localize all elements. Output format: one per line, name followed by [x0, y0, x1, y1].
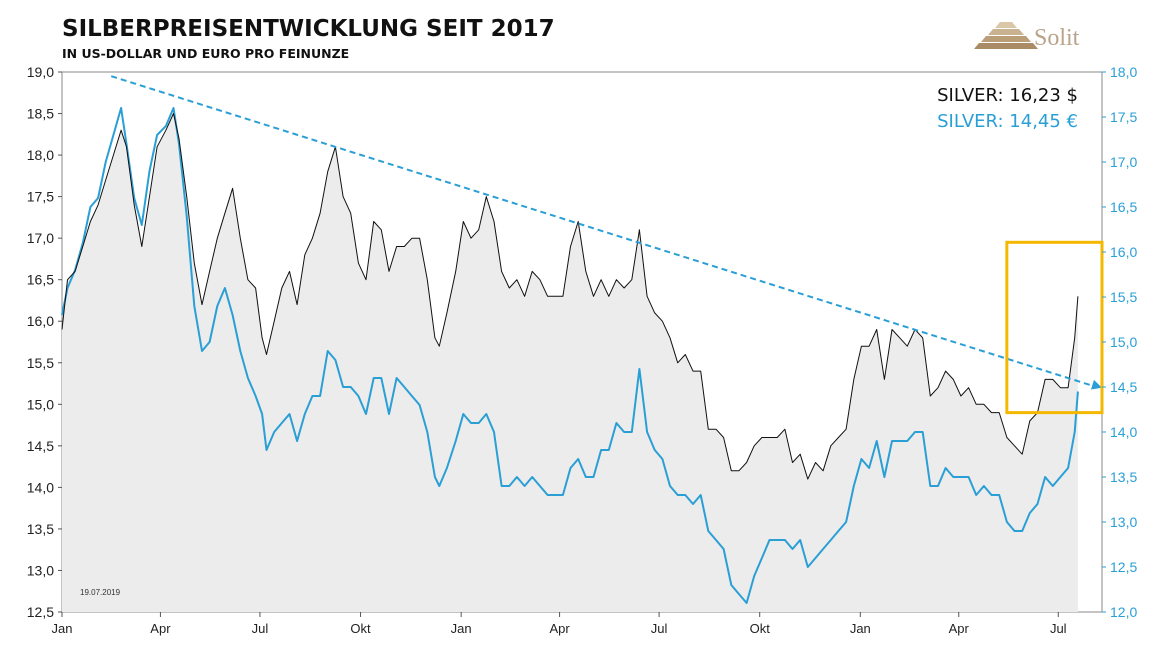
- x-axis: Jan Apr Jul Okt Jan Apr Jul Okt Jan Apr Jul: [52, 612, 1067, 636]
- y-right-tick-label: 15,0: [1110, 334, 1137, 350]
- chart-title: SILBERPREISENTWICKLUNG SEIT 2017: [62, 16, 555, 42]
- series-line-usd: [61, 113, 1079, 480]
- y-left-tick-label: 14,0: [27, 479, 54, 495]
- y-right-tick-label: 17,0: [1110, 154, 1137, 170]
- y-right-tick-label: 13,0: [1110, 514, 1137, 530]
- solit-logo: Solit: [974, 22, 1080, 51]
- y-left-tick-label: 13,0: [27, 562, 54, 578]
- series-line-eur: [61, 107, 1079, 604]
- x-tick-label: Apr: [549, 621, 570, 636]
- x-tick-label: Jan: [850, 621, 871, 636]
- trendline-layer: [110, 75, 1102, 390]
- y-left-tick-label: 15,5: [27, 355, 54, 371]
- trendline: [110, 75, 1095, 388]
- logo-text: Solit: [1034, 25, 1080, 51]
- right-y-axis: 18,0 17,5 17,0 16,5 16,0 15,5 15,0 14,5 14,0 13,5…: [1102, 64, 1137, 620]
- x-tick-label: Jan: [52, 621, 73, 636]
- eur-readout: SILVER: 14,45 €: [937, 111, 1078, 132]
- y-right-tick-label: 12,0: [1110, 604, 1137, 620]
- series-layer: [61, 107, 1079, 604]
- y-left-tick-label: 18,5: [27, 106, 54, 122]
- y-right-tick-label: 12,5: [1110, 559, 1137, 575]
- date-note: 19.07.2019: [80, 588, 121, 597]
- trendline-arrow-icon: [1090, 379, 1102, 390]
- usd-area-fill: [62, 113, 1078, 612]
- y-left-tick-label: 15,0: [27, 396, 54, 412]
- y-right-tick-label: 16,0: [1110, 244, 1137, 260]
- usd-area: [62, 113, 1078, 612]
- highlight-box-layer: [1005, 240, 1104, 415]
- pyramid-logo-icon: [974, 22, 1038, 49]
- y-left-tick-label: 14,5: [27, 438, 54, 454]
- x-tick-label: Jul: [252, 621, 269, 636]
- x-tick-label: Apr: [949, 621, 970, 636]
- y-right-tick-label: 15,5: [1110, 289, 1137, 305]
- y-right-tick-label: 14,5: [1110, 379, 1137, 395]
- y-left-tick-label: 13,5: [27, 521, 54, 537]
- y-left-tick-label: 16,5: [27, 272, 54, 288]
- y-left-tick-label: 16,0: [27, 313, 54, 329]
- y-left-tick-label: 17,5: [27, 189, 54, 205]
- x-tick-label: Apr: [150, 621, 171, 636]
- y-left-tick-label: 18,0: [27, 147, 54, 163]
- chart-subtitle: IN US-DOLLAR UND EURO PRO FEINUNZE: [62, 46, 349, 61]
- x-tick-label: Jul: [651, 621, 668, 636]
- y-right-tick-label: 13,5: [1110, 469, 1137, 485]
- y-left-tick-label: 19,0: [27, 64, 54, 80]
- y-right-tick-label: 16,5: [1110, 199, 1137, 215]
- x-tick-label: Okt: [350, 621, 371, 636]
- x-tick-label: Jan: [451, 621, 472, 636]
- usd-readout: SILVER: 16,23 $: [937, 85, 1078, 106]
- x-tick-label: Jul: [1050, 621, 1067, 636]
- left-y-axis: 19,0 18,5 18,0 17,5 17,0 16,5 16,0 15,5 15,0 14,5…: [27, 64, 62, 620]
- y-left-tick-label: 17,0: [27, 230, 54, 246]
- highlight-box: [1005, 240, 1104, 415]
- x-tick-label: Okt: [750, 621, 771, 636]
- y-right-tick-label: 17,5: [1110, 109, 1137, 125]
- y-right-tick-label: 14,0: [1110, 424, 1137, 440]
- y-left-tick-label: 12,5: [27, 604, 54, 620]
- y-right-tick-label: 18,0: [1110, 64, 1137, 80]
